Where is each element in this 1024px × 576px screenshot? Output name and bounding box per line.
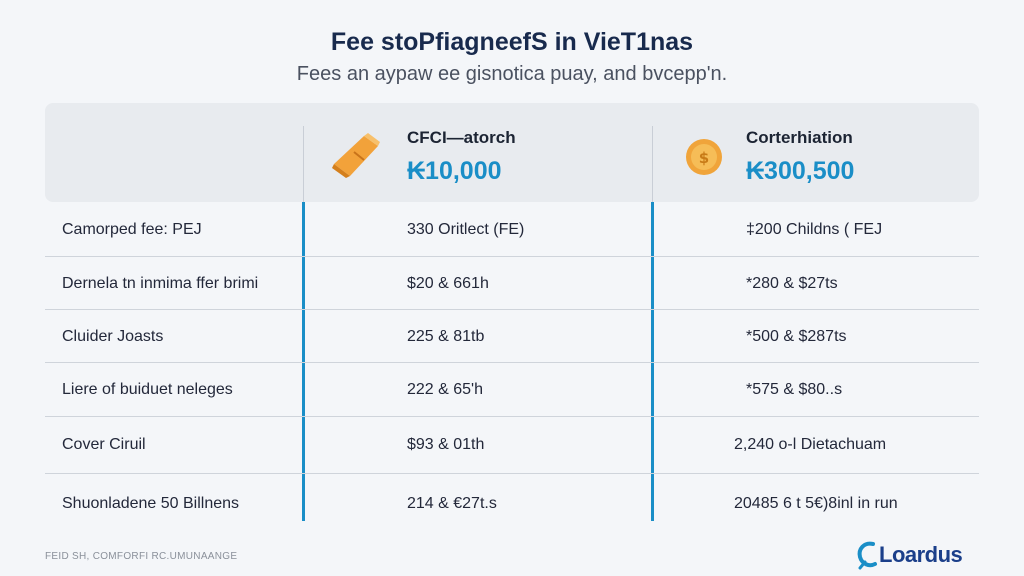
plan1-value: 330 Oritlect (FE) bbox=[407, 221, 525, 238]
plan1-value: $93 & 01th bbox=[407, 436, 485, 453]
plan2-value: 2,240 o-l Dietachuam bbox=[734, 436, 887, 453]
row-divider bbox=[45, 473, 979, 474]
plan-name: CFCI—atorch bbox=[407, 128, 516, 147]
plan1-value: 225 & 81tb bbox=[407, 328, 485, 345]
page-title: Fee stoPfiagneefS in VieT1nas bbox=[330, 28, 694, 56]
page-subtitle: Fees an aypaw ee gisnotica puay, and bvc… bbox=[296, 63, 728, 85]
row-label: Cluider Joasts bbox=[62, 328, 164, 345]
table-header bbox=[45, 103, 979, 202]
plan2-value: 20485 6 t 5€)8inl in run bbox=[734, 495, 898, 512]
plan-name: Corterhiation bbox=[746, 128, 853, 147]
plan1-value: $20 & 661h bbox=[407, 275, 489, 292]
header-divider bbox=[652, 126, 653, 202]
row-label: Cover Ciruil bbox=[62, 436, 146, 453]
plan1-value: 222 & 65'h bbox=[407, 381, 484, 398]
plan2-value: ‡200 Childns ( FEJ bbox=[746, 221, 883, 238]
row-divider bbox=[45, 362, 979, 363]
row-divider bbox=[45, 309, 979, 310]
plan-price: ₭300,500 bbox=[746, 157, 855, 185]
row-label: Liere of buiduet neleges bbox=[62, 381, 233, 398]
ticket-icon bbox=[332, 133, 380, 178]
plan1-value: 214 & €27t.s bbox=[407, 495, 497, 512]
column-accent-line bbox=[651, 202, 654, 521]
row-label: Dernela tn inmima ffer brimi bbox=[62, 275, 259, 292]
plan2-value: *280 & $27ts bbox=[746, 275, 838, 292]
column-accent-line bbox=[302, 202, 305, 521]
header-divider bbox=[303, 126, 304, 202]
footer-note: FEID SH, COMFORFI RC.UMUNAANGE bbox=[45, 551, 238, 562]
plan2-value: *575 & $80..s bbox=[746, 381, 843, 398]
row-divider bbox=[45, 256, 979, 257]
row-divider bbox=[45, 416, 979, 417]
plan-price: ₭10,000 bbox=[407, 157, 502, 185]
plan2-value: *500 & $287ts bbox=[746, 328, 847, 345]
svg-text:$: $ bbox=[699, 149, 709, 167]
coin-icon: $ bbox=[686, 139, 722, 175]
row-label: Camorped fee: PEJ bbox=[62, 221, 202, 238]
row-label: Shuonladene 50 Billnens bbox=[62, 495, 240, 512]
brand-logo: Loardus bbox=[856, 538, 963, 572]
brand-name: Loardus bbox=[879, 542, 963, 567]
brand-logo-icon bbox=[857, 541, 877, 570]
